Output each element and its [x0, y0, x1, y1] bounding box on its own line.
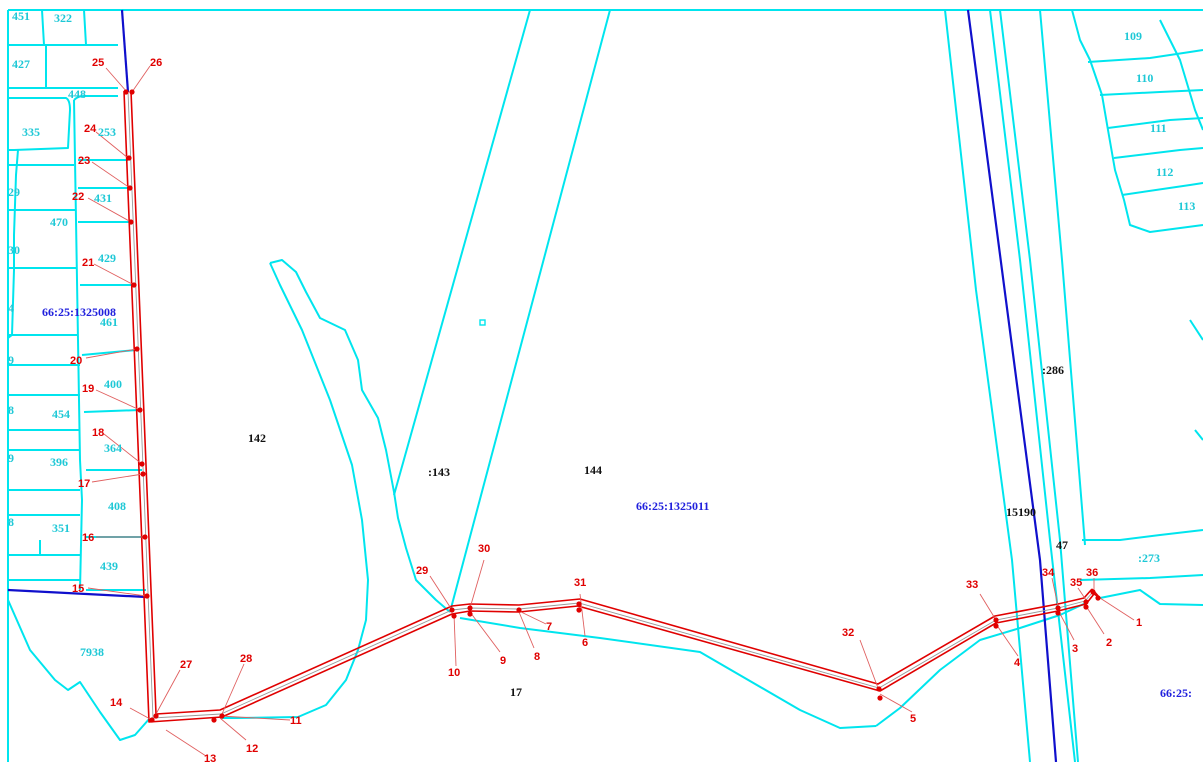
point-label: 2 [1106, 637, 1112, 649]
land-label: :143 [428, 465, 450, 479]
point-label: 26 [150, 57, 162, 69]
point-label: 24 [84, 123, 97, 135]
point-label: 20 [70, 355, 82, 367]
point-label: 5 [910, 713, 916, 725]
point-label: 23 [78, 155, 90, 167]
parcel-label: 109 [1124, 29, 1142, 43]
parcel-label-edge: 9 [8, 451, 14, 465]
point-label: 3 [1072, 643, 1078, 655]
point-label: 29 [416, 565, 428, 577]
parcel-label: 470 [50, 215, 68, 229]
parcel-label: 461 [100, 315, 118, 329]
point-label: 25 [92, 57, 104, 69]
point-label: 9 [500, 655, 506, 667]
point-label: 32 [842, 627, 854, 639]
parcel-label: 429 [98, 251, 116, 265]
parcel-label: 253 [98, 125, 116, 139]
point-label: 7 [546, 621, 552, 633]
quarter-boundaries [7, 9, 1058, 762]
point-label: 11 [290, 715, 302, 727]
parcel-label: 351 [52, 521, 70, 535]
point-label: 27 [180, 659, 192, 671]
land-label: 15190 [1006, 505, 1036, 519]
parcel-label: 7938 [80, 645, 104, 659]
land-label: 144 [584, 463, 602, 477]
point-label: 8 [534, 651, 540, 663]
parcel-label: 110 [1136, 71, 1153, 85]
quarter-label: 66:25: [1160, 686, 1192, 700]
parcel-label: 113 [1178, 199, 1195, 213]
point-label: 33 [966, 579, 978, 591]
point-label: 4 [1014, 657, 1021, 669]
quarter-label: 66:25:1325008 [42, 305, 116, 319]
parcel-label-edge: 29 [8, 185, 20, 199]
point-label: 16 [82, 532, 94, 544]
parcel-label: 408 [108, 499, 126, 513]
point-label: 1 [1136, 617, 1142, 629]
point-label: 31 [574, 577, 586, 589]
route-corridor[interactable] [123, 90, 1101, 723]
parcel-label: 111 [1150, 121, 1167, 135]
parcel-label: 448 [68, 87, 86, 101]
land-label: 142 [248, 431, 266, 445]
parcel-label: 400 [104, 377, 122, 391]
quarter-label: 66:25:1325011 [636, 499, 709, 513]
parcel-labels: 451 322 427 448 335 253 431 470 429 461 … [8, 9, 1195, 659]
parcel-label: 112 [1156, 165, 1173, 179]
point-label: 6 [582, 637, 588, 649]
point-label: 10 [448, 667, 460, 679]
land-label: :286 [1042, 363, 1064, 377]
parcel-label-edge: 8 [8, 403, 14, 417]
land-labels: 142 :143 144 :286 15190 47 17 [248, 363, 1068, 699]
parcel-label: 427 [12, 57, 30, 71]
parcel-label: 431 [94, 191, 112, 205]
point-label: 17 [78, 478, 90, 490]
parcel-label: 322 [54, 11, 72, 25]
parcel-label: 335 [22, 125, 40, 139]
parcel-label: 454 [52, 407, 70, 421]
point-label: 14 [110, 697, 123, 709]
parcel-label: 451 [12, 9, 30, 23]
point-label: 19 [82, 383, 94, 395]
point-label: 35 [1070, 577, 1082, 589]
parcel-label-edge: 4 [8, 301, 14, 315]
point-label: 21 [82, 257, 94, 269]
parcel-boundaries [7, 9, 1203, 762]
parcel-label: 364 [104, 441, 122, 455]
point-label: 12 [246, 743, 258, 755]
point-label: 22 [72, 191, 84, 203]
route-vertices [123, 89, 1101, 723]
point-label: 15 [72, 583, 84, 595]
land-label: 17 [510, 685, 522, 699]
parcel-label-edge: 9 [8, 353, 14, 367]
leader-lines [85, 65, 1135, 757]
point-label: 34 [1042, 567, 1055, 579]
parcel-label: :273 [1138, 551, 1160, 565]
parcel-label-edge: 8 [8, 515, 14, 529]
parcel-label: 439 [100, 559, 118, 573]
point-label: 36 [1086, 567, 1098, 579]
parcel-label: 396 [50, 455, 68, 469]
point-labels: 1 2 3 4 5 6 7 8 9 10 11 12 13 14 15 16 1… [70, 57, 1142, 762]
quarter-labels: 66:25:1325008 66:25:1325011 66:25: [42, 305, 1192, 700]
point-label: 13 [204, 753, 216, 762]
point-label: 28 [240, 653, 252, 665]
land-label: 47 [1056, 538, 1068, 552]
point-label: 30 [478, 543, 490, 555]
parcel-label-edge: 30 [8, 243, 20, 257]
point-label: 18 [92, 427, 104, 439]
